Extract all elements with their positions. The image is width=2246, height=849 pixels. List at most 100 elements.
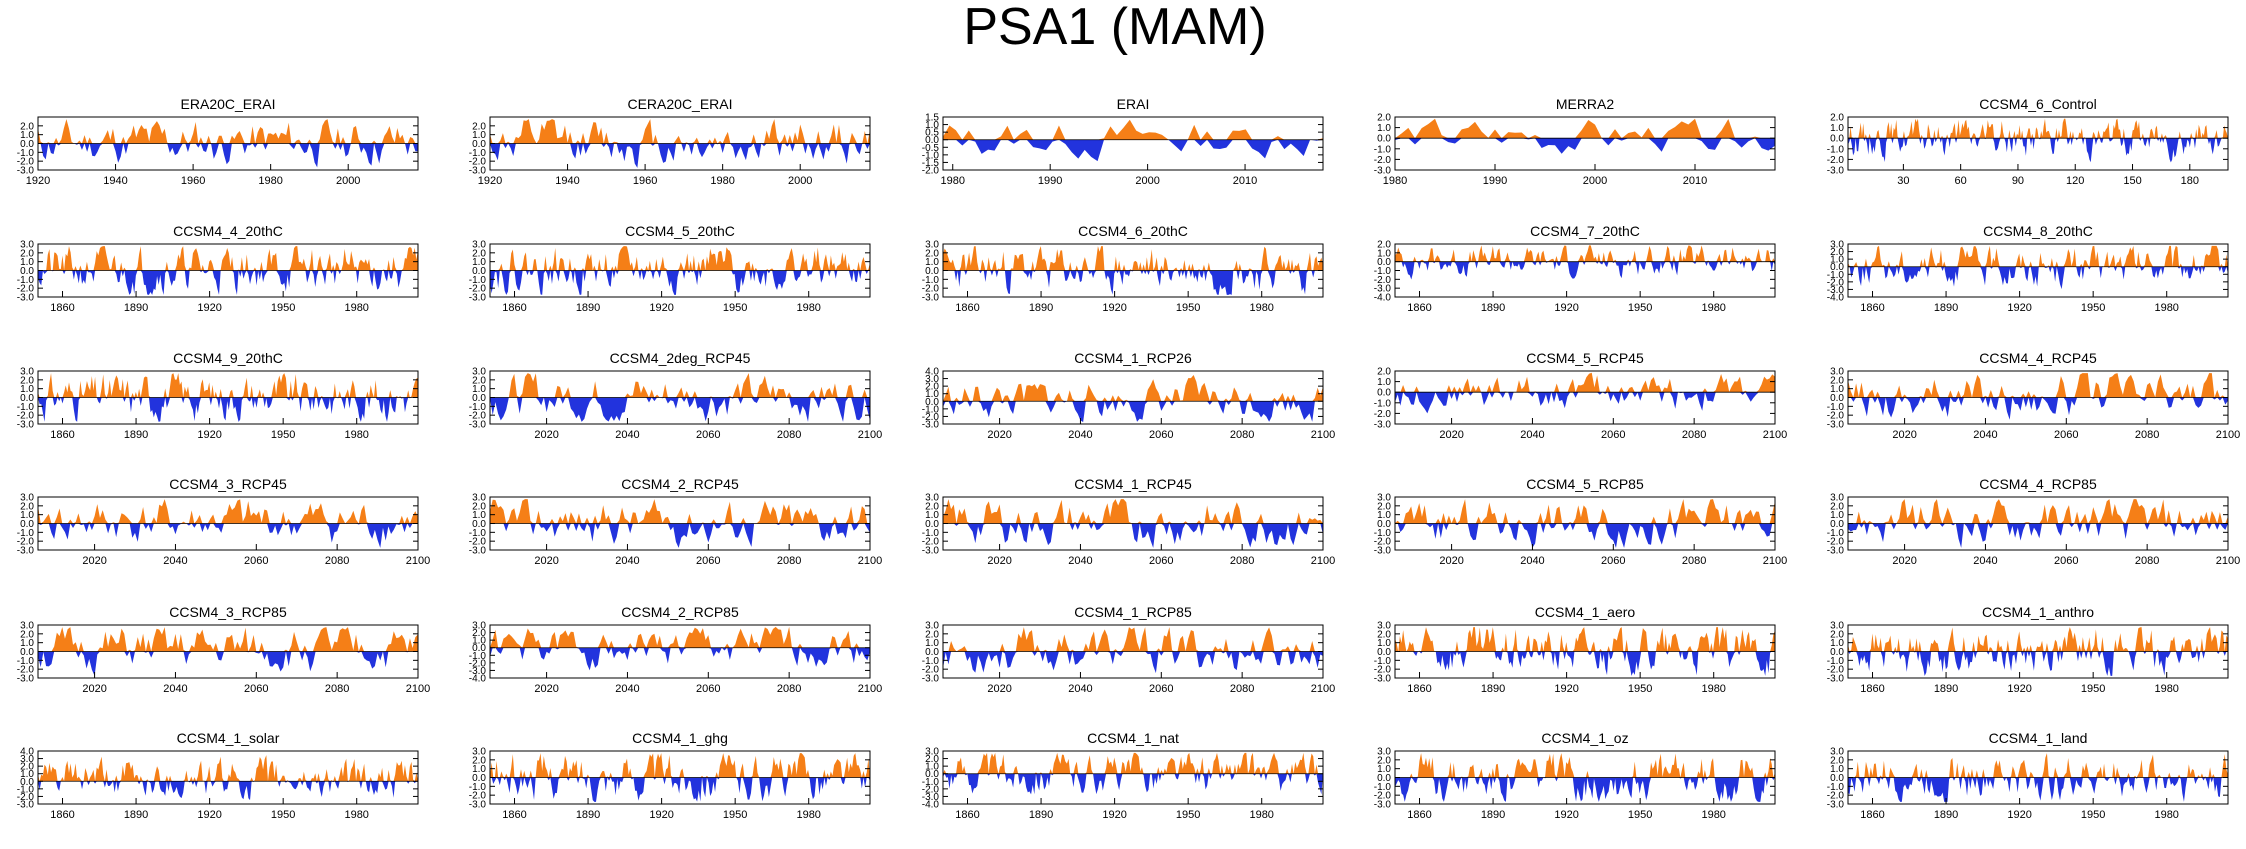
x-tick-label: 1950 <box>1628 683 1652 695</box>
y-tick-label: -2.0 <box>17 665 35 676</box>
panel-title: CCSM4_1_nat <box>1087 730 1179 746</box>
y-tick-label: 3.0 <box>925 493 939 504</box>
y-tick-label: 2.0 <box>472 755 486 766</box>
x-tick-label: 2100 <box>2216 429 2240 441</box>
y-tick-label: -2.0 <box>922 284 940 295</box>
panel-title: CCSM4_1_anthro <box>1982 604 2094 620</box>
positive-area <box>38 119 418 144</box>
x-tick-label: 2040 <box>1520 555 1544 567</box>
x-tick-label: 1890 <box>1934 809 1958 821</box>
panel-title: CCSM4_4_20thC <box>173 223 283 239</box>
y-tick-label: -2.0 <box>1827 411 1845 422</box>
panel-CERA20C_ERAI: CERA20C_ERAI -3.0-2.0-1.00.01.02.0 1920 194… <box>469 96 871 187</box>
y-tick-label: -3.0 <box>469 293 487 304</box>
x-tick-label: 1980 <box>1383 175 1407 187</box>
y-tick-label: -3.0 <box>1374 546 1392 557</box>
y-tick-label: 2.0 <box>472 501 486 512</box>
positive-area <box>490 753 870 778</box>
y-tick-label: 0.0 <box>1377 388 1391 399</box>
y-tick-label: -3.0 <box>469 166 487 177</box>
panel-CCSM4_3_RCP45: CCSM4_3_RCP45 -3.0-2.0-1.00.01.02.03.0 202… <box>17 476 430 567</box>
y-tick-label: 1.0 <box>1830 764 1844 775</box>
x-tick-label: 2060 <box>1149 555 1173 567</box>
y-tick-label: -3.0 <box>1827 166 1845 177</box>
y-tick-label: -2.0 <box>1827 665 1845 676</box>
y-tick-label: -2.0 <box>469 411 487 422</box>
x-tick-label: 2080 <box>777 429 801 441</box>
panel-CCSM4_8_20thC: CCSM4_8_20thC -4.0-3.0-2.0-1.00.01.02.03.… <box>1827 223 2229 314</box>
y-tick-label: 0.0 <box>1377 773 1391 784</box>
y-tick-label: 1.0 <box>472 257 486 268</box>
positive-area <box>1848 245 2228 267</box>
x-tick-label: 2080 <box>325 555 349 567</box>
y-tick-label: -3.0 <box>469 546 487 557</box>
y-tick-label: 1.0 <box>925 389 939 400</box>
x-tick-label: 2060 <box>1601 555 1625 567</box>
x-tick-label: 1990 <box>1483 175 1507 187</box>
x-tick-label: 2060 <box>1149 683 1173 695</box>
y-tick-label: -1.0 <box>17 528 35 539</box>
y-tick-label: -1.0 <box>1374 528 1392 539</box>
y-tick-label: -1.0 <box>469 148 487 159</box>
x-tick-label: 2060 <box>696 683 720 695</box>
y-tick-label: 0.0 <box>1830 647 1844 658</box>
x-tick-label: 1920 <box>649 809 673 821</box>
x-tick-label: 2040 <box>1973 429 1997 441</box>
y-tick-label: 1.0 <box>472 636 486 647</box>
panel-CCSM4_1_ghg: CCSM4_1_ghg -3.0-2.0-1.00.01.02.03.0 1860 1… <box>469 730 871 821</box>
x-tick-label: 1950 <box>1628 809 1652 821</box>
y-tick-label: -2.0 <box>922 784 940 795</box>
y-tick-label: 0.0 <box>925 135 939 146</box>
y-tick-label: 0.0 <box>472 519 486 530</box>
x-tick-label: 1920 <box>1554 809 1578 821</box>
panel-CCSM4_1_RCP85: CCSM4_1_RCP85 -3.0-2.0-1.00.01.02.03.0 202… <box>922 604 1335 695</box>
negative-area <box>1848 397 2228 420</box>
x-tick-label: 2060 <box>244 555 268 567</box>
y-tick-label: 0.0 <box>925 647 939 658</box>
x-tick-label: 1980 <box>1701 683 1725 695</box>
x-tick-label: 2020 <box>1892 429 1916 441</box>
panel-frame <box>1394 116 1776 171</box>
y-tick-label: -2.0 <box>1827 537 1845 548</box>
y-tick-label: -3.0 <box>1374 420 1392 431</box>
y-tick-label: 1.0 <box>1830 510 1844 521</box>
y-tick-label: 3.0 <box>1377 747 1391 758</box>
x-tick-label: 2040 <box>615 683 639 695</box>
panel-title: CCSM4_1_ghg <box>632 730 728 746</box>
negative-area <box>1848 523 2228 548</box>
x-tick-label: 1860 <box>1860 683 1884 695</box>
x-tick-label: 1950 <box>723 302 747 314</box>
y-tick-label: 1.0 <box>20 130 34 141</box>
positive-area <box>1395 627 1775 652</box>
x-tick-label: 2080 <box>777 555 801 567</box>
y-tick-label: 2.0 <box>1377 113 1391 124</box>
y-tick-label: -1.0 <box>1827 656 1845 667</box>
x-tick-label: 1860 <box>1860 302 1884 314</box>
negative-area <box>38 143 418 168</box>
x-tick-label: 1860 <box>955 302 979 314</box>
y-tick-label: -4.0 <box>469 674 487 685</box>
x-tick-label: 1950 <box>1628 302 1652 314</box>
x-tick-label: 1860 <box>1407 809 1431 821</box>
x-tick-label: 1920 <box>197 429 221 441</box>
x-tick-label: 1980 <box>2154 683 2178 695</box>
y-tick-label: -1.0 <box>922 404 940 415</box>
panel-title: CCSM4_1_RCP45 <box>1074 476 1192 492</box>
x-tick-label: 2010 <box>1683 175 1707 187</box>
y-tick-label: 3.0 <box>1830 240 1844 251</box>
y-tick-label: 3.0 <box>472 621 486 632</box>
y-tick-label: -1.0 <box>1827 782 1845 793</box>
y-tick-label: 1.0 <box>1830 123 1844 134</box>
x-tick-label: 1890 <box>1481 809 1505 821</box>
y-tick-label: -2.0 <box>17 284 35 295</box>
y-tick-label: 1.0 <box>20 769 34 780</box>
x-tick-label: 1940 <box>103 175 127 187</box>
y-tick-label: 3.0 <box>1830 621 1844 632</box>
negative-area <box>38 651 418 676</box>
panel-title: CCSM4_2_RCP45 <box>621 476 739 492</box>
panel-title: MERRA2 <box>1556 96 1615 112</box>
panel-CCSM4_1_oz: CCSM4_1_oz -3.0-2.0-1.00.01.02.03.0 1860 18… <box>1374 730 1776 821</box>
negative-area <box>943 139 1323 162</box>
x-tick-label: 2080 <box>777 683 801 695</box>
y-tick-label: 1.0 <box>1830 384 1844 395</box>
